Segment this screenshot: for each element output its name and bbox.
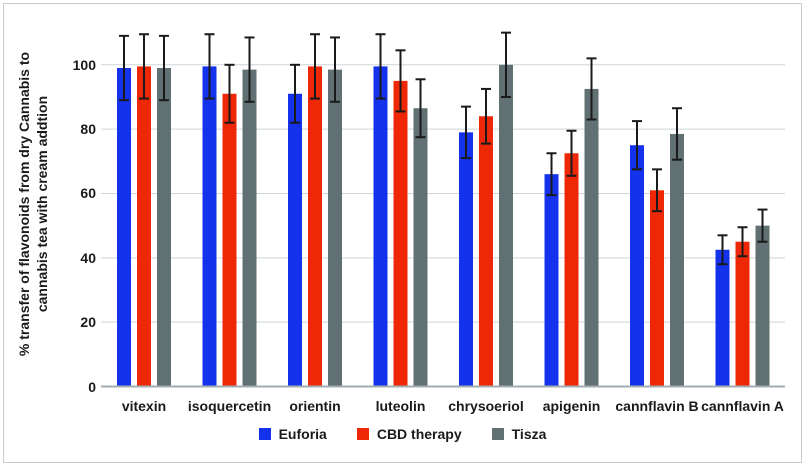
bar-tisza-orientin [328, 69, 342, 387]
bar-cbd-therapy-cannflavin-B [650, 190, 664, 387]
bar-tisza-vitexin [157, 68, 171, 387]
legend-item-euforia: Euforia [258, 426, 327, 442]
legend-swatch-icon [258, 428, 271, 440]
bar-euforia-cannflavin-A [715, 249, 730, 387]
x-category-label-luteolin: luteolin [375, 398, 426, 414]
legend-label: Tisza [511, 426, 547, 442]
x-category-label-cannflavin-A: cannflavin A [701, 398, 784, 414]
bar-cbd-therapy-vitexin [137, 66, 151, 387]
y-tick-label-80: 80 [80, 121, 96, 138]
legend-item-cbd-therapy: CBD therapy [356, 426, 462, 442]
bar-tisza-cannflavin-A [755, 225, 770, 387]
bar-tisza-isoquercetin [242, 69, 257, 387]
legend-item-tisza: Tisza [491, 426, 547, 442]
bar-euforia-orientin [288, 93, 302, 387]
bar-tisza-chrysoeriol [499, 64, 513, 387]
legend-swatch-icon [356, 428, 369, 440]
bar-tisza-apigenin [584, 88, 599, 387]
x-category-label-chrysoeriol: chrysoeriol [448, 398, 524, 414]
x-category-label-vitexin: vitexin [121, 398, 167, 414]
y-tick-label-100: 100 [72, 56, 96, 73]
y-tick-label-40: 40 [80, 249, 96, 266]
x-category-label-orientin: orientin [289, 398, 341, 414]
legend-label: CBD therapy [376, 426, 462, 442]
bar-euforia-apigenin [544, 174, 559, 387]
bar-cbd-therapy-cannflavin-A [735, 241, 750, 387]
x-category-label-apigenin: apigenin [542, 398, 601, 414]
bar-cbd-therapy-chrysoeriol [479, 116, 493, 387]
bar-cbd-therapy-luteolin [393, 80, 408, 387]
bar-euforia-isoquercetin [202, 66, 217, 387]
legend-swatch-icon [491, 428, 504, 440]
bar-tisza-luteolin [413, 108, 428, 387]
y-tick-label-60: 60 [80, 185, 96, 202]
bar-cbd-therapy-isoquercetin [222, 93, 237, 387]
bar-cbd-therapy-orientin [308, 66, 322, 387]
y-tick-label-0: 0 [88, 378, 96, 395]
y-tick-label-20: 20 [80, 314, 96, 331]
bar-euforia-luteolin [373, 66, 388, 387]
bar-cbd-therapy-apigenin [564, 153, 579, 387]
bar-euforia-vitexin [117, 68, 131, 387]
x-category-label-cannflavin-B: cannflavin B [615, 398, 699, 414]
legend-label: Euforia [278, 426, 327, 442]
bar-tisza-cannflavin-B [670, 133, 684, 387]
x-category-label-isoquercetin: isoquercetin [187, 398, 272, 414]
chart-frame [3, 3, 802, 463]
bar-euforia-cannflavin-B [630, 145, 644, 387]
bar-euforia-chrysoeriol [459, 132, 473, 387]
chart-legend: Euforia CBD therapy Tisza [0, 423, 805, 445]
